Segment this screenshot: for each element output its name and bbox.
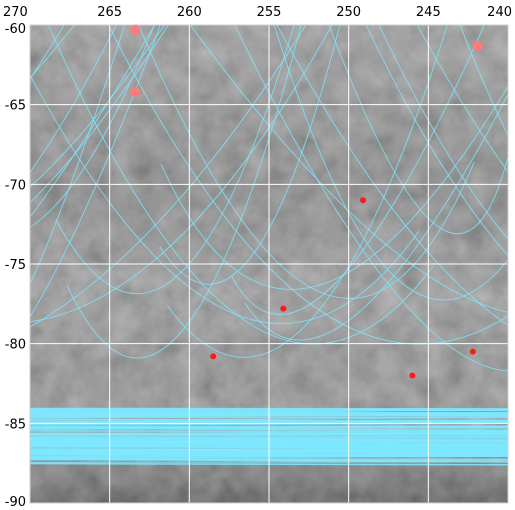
- small-feature-marker: [360, 197, 366, 204]
- large-feature-marker: [130, 25, 141, 35]
- latitude-tick-label: -90: [5, 495, 26, 510]
- orbit-track: [108, 25, 508, 345]
- small-feature-marker: [469, 348, 476, 355]
- orbit-track: [30, 25, 307, 328]
- orbit-track: [30, 25, 126, 285]
- latitude-tick-labels: -60 -65 -70 -75 -80 -85 -90: [5, 22, 26, 510]
- orbit-track: [276, 25, 508, 326]
- orbit-track: [66, 25, 302, 359]
- orbit-track: [234, 25, 508, 372]
- latitude-tick-label: -70: [5, 178, 26, 193]
- orbit-track: [365, 25, 508, 257]
- latitude-tick-label: -85: [5, 417, 26, 432]
- orbit-track: [231, 25, 485, 315]
- longitude-tick-label: 265: [97, 5, 122, 20]
- orbit-track: [0, 20, 19, 254]
- plot-frame: [29, 24, 509, 504]
- longitude-tick-label: 245: [416, 5, 441, 20]
- longitude-tick-label: 260: [177, 5, 202, 20]
- orbit-track: [159, 25, 341, 285]
- orbit-track: [30, 25, 165, 188]
- orbit-track: [328, 25, 508, 235]
- lat-lon-grid: [29, 24, 509, 504]
- orbit-track: [30, 25, 156, 218]
- orbit-track: [30, 25, 333, 323]
- orbit-track: [244, 93, 508, 341]
- latitude-tick-label: -75: [5, 258, 26, 273]
- longitude-tick-label: 255: [257, 5, 282, 20]
- small-feature-marker: [280, 305, 287, 312]
- orbit-track: [30, 25, 155, 228]
- large-feature-marker: [130, 86, 141, 97]
- longitude-tick-label: 270: [3, 5, 28, 20]
- feature-markers: [130, 25, 483, 379]
- small-feature-marker: [210, 353, 217, 360]
- longitude-tick-label: 250: [336, 5, 361, 20]
- longitude-tick-label: 240: [487, 5, 512, 20]
- large-feature-marker: [472, 40, 483, 51]
- orbit-track: [416, 25, 508, 173]
- orbit-track: [160, 85, 508, 290]
- orbit-track: [55, 25, 295, 295]
- orbit-track: [30, 74, 420, 324]
- orbit-track: [30, 25, 117, 174]
- orbit-track: [189, 25, 508, 313]
- small-feature-marker: [409, 372, 416, 379]
- latitude-tick-label: -80: [5, 338, 26, 353]
- latitude-tick-label: -65: [5, 99, 26, 114]
- orbit-track: [138, 25, 475, 299]
- orbit-track: [378, 25, 508, 240]
- orbit-track: [30, 25, 161, 318]
- longitude-tick-labels: 270 265 260 255 250 245 240: [3, 5, 512, 20]
- latitude-tick-label: -60: [5, 22, 26, 37]
- orbit-track: [47, 25, 434, 345]
